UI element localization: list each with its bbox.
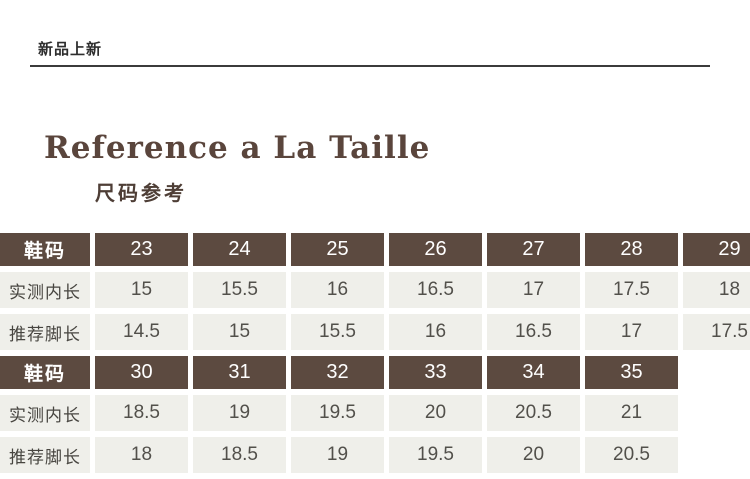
size-cell: 27 — [487, 233, 580, 266]
table-row-sizes-1: 鞋码 23 24 25 26 27 28 29 — [0, 233, 750, 266]
size-cell: 24 — [193, 233, 286, 266]
page-title: Reference a La Taille — [44, 130, 431, 166]
row-label-cell: 实测内长 — [0, 395, 90, 431]
table-row-sizes-2: 鞋码 30 31 32 33 34 35 — [0, 356, 750, 389]
new-arrivals-label: 新品上新 — [38, 41, 103, 58]
value-cell: 19 — [193, 395, 286, 431]
value-cell: 19.5 — [291, 395, 384, 431]
value-cell: 17.5 — [585, 272, 678, 308]
value-cell: 17.5 — [683, 314, 750, 350]
table-row-foot-length-1: 推荐脚长 14.5 15 15.5 16 16.5 17 17.5 — [0, 314, 750, 350]
value-cell: 16.5 — [389, 272, 482, 308]
table-row-foot-length-2: 推荐脚长 18 18.5 19 19.5 20 20.5 — [0, 437, 750, 473]
size-cell: 30 — [95, 356, 188, 389]
value-cell: 21 — [585, 395, 678, 431]
value-cell: 19 — [291, 437, 384, 473]
size-cell: 25 — [291, 233, 384, 266]
value-cell: 18 — [95, 437, 188, 473]
row-label-cell: 鞋码 — [0, 356, 90, 389]
size-cell: 34 — [487, 356, 580, 389]
value-cell: 20 — [389, 395, 482, 431]
size-cell: 35 — [585, 356, 678, 389]
new-arrivals-banner: 新品上新 — [30, 38, 710, 67]
size-cell: 33 — [389, 356, 482, 389]
value-cell: 15.5 — [291, 314, 384, 350]
value-cell: 18.5 — [95, 395, 188, 431]
value-cell: 17 — [585, 314, 678, 350]
size-reference-table: 鞋码 23 24 25 26 27 28 29 实测内长 15 15.5 16 … — [0, 233, 750, 479]
row-label-cell: 推荐脚长 — [0, 314, 90, 350]
value-cell: 18 — [683, 272, 750, 308]
size-cell: 29 — [683, 233, 750, 266]
value-cell: 20.5 — [487, 395, 580, 431]
size-cell: 23 — [95, 233, 188, 266]
value-cell: 17 — [487, 272, 580, 308]
table-row-inner-length-2: 实测内长 18.5 19 19.5 20 20.5 21 — [0, 395, 750, 431]
size-cell: 32 — [291, 356, 384, 389]
value-cell: 20 — [487, 437, 580, 473]
value-cell: 14.5 — [95, 314, 188, 350]
value-cell: 20.5 — [585, 437, 678, 473]
value-cell: 16 — [389, 314, 482, 350]
page-subtitle: 尺码参考 — [95, 183, 187, 205]
row-label-cell: 推荐脚长 — [0, 437, 90, 473]
row-label-cell: 实测内长 — [0, 272, 90, 308]
value-cell: 15 — [95, 272, 188, 308]
row-label-cell: 鞋码 — [0, 233, 90, 266]
value-cell: 18.5 — [193, 437, 286, 473]
value-cell: 15.5 — [193, 272, 286, 308]
size-cell: 31 — [193, 356, 286, 389]
value-cell: 16.5 — [487, 314, 580, 350]
size-cell: 26 — [389, 233, 482, 266]
value-cell: 19.5 — [389, 437, 482, 473]
value-cell: 15 — [193, 314, 286, 350]
table-row-inner-length-1: 实测内长 15 15.5 16 16.5 17 17.5 18 — [0, 272, 750, 308]
size-cell: 28 — [585, 233, 678, 266]
value-cell: 16 — [291, 272, 384, 308]
